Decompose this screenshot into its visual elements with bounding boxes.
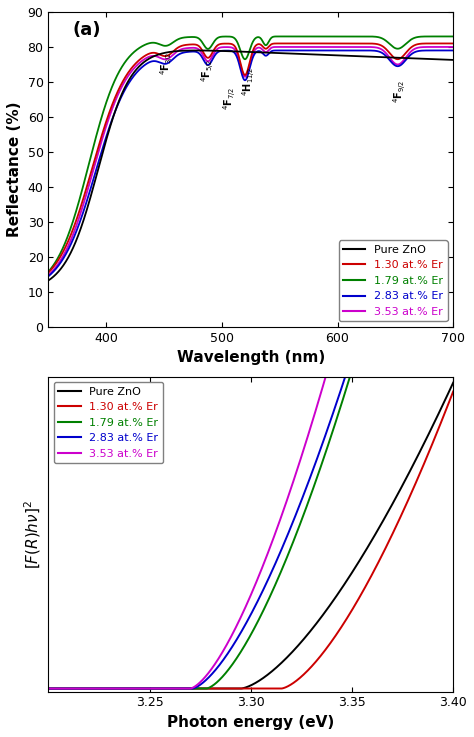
Text: $^4$H$_{11/2}$: $^4$H$_{11/2}$ <box>240 66 257 96</box>
Legend: Pure ZnO, 1.30 at.% Er, 1.79 at.% Er, 2.83 at.% Er, 3.53 at.% Er: Pure ZnO, 1.30 at.% Er, 1.79 at.% Er, 2.… <box>54 382 163 464</box>
Text: (b): (b) <box>73 386 102 404</box>
Text: (a): (a) <box>73 21 101 39</box>
Y-axis label: $[F(R)h\nu]^2$: $[F(R)h\nu]^2$ <box>22 500 43 568</box>
Text: $^4$F$_{7/2}$: $^4$F$_{7/2}$ <box>221 86 238 110</box>
Text: $^4$F$_{9/2}$: $^4$F$_{9/2}$ <box>392 80 409 103</box>
Y-axis label: Reflectance (%): Reflectance (%) <box>7 102 22 237</box>
Text: $^4$F$_{5/2}$: $^4$F$_{5/2}$ <box>200 58 217 82</box>
Legend: Pure ZnO, 1.30 at.% Er, 1.79 at.% Er, 2.83 at.% Er, 3.53 at.% Er: Pure ZnO, 1.30 at.% Er, 1.79 at.% Er, 2.… <box>338 240 447 321</box>
X-axis label: Wavelength (nm): Wavelength (nm) <box>177 351 325 366</box>
X-axis label: Photon energy (eV): Photon energy (eV) <box>167 715 334 730</box>
Text: $^4$F$_{3/2}$: $^4$F$_{3/2}$ <box>158 52 175 75</box>
